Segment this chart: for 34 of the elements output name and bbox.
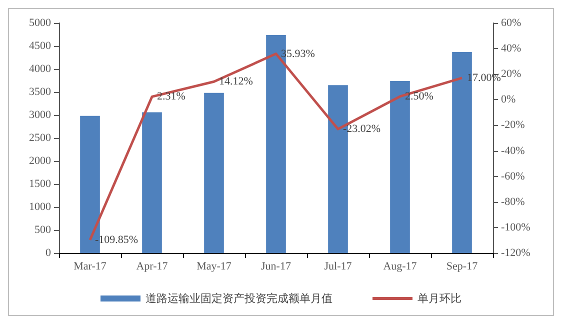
legend-label: 单月环比	[418, 292, 462, 305]
data-label: 14.12%	[219, 76, 253, 88]
y-tick-label: 2000	[29, 155, 52, 167]
x-tick-label: Apr-17	[136, 260, 168, 272]
y2-tick-label: -20%	[501, 119, 525, 132]
y2-tick-label: -80%	[501, 196, 525, 208]
y-tick-label: 5000	[29, 17, 52, 29]
y-tick-label: 500	[34, 224, 52, 236]
legend-label: 道路运输业固定资产投资完成额单月值	[146, 292, 332, 305]
x-tick-label: May-17	[196, 260, 232, 272]
y2-tick-label: -120%	[501, 247, 530, 259]
bar	[142, 112, 162, 253]
y2-tick-label: -60%	[501, 170, 525, 182]
y-tick-label: 4500	[29, 40, 52, 52]
y-tick-label: 1500	[29, 178, 52, 190]
x-tick-label: Sep-17	[446, 260, 478, 272]
y-tick-label: 3000	[29, 109, 52, 121]
x-tick-label: Aug-17	[383, 260, 418, 272]
bar	[204, 92, 224, 253]
y-tick-label: 4000	[29, 63, 52, 75]
x-tick-label: Mar-17	[74, 260, 107, 272]
data-label: 2.31%	[157, 90, 186, 103]
y2-tick-label: -40%	[501, 144, 525, 157]
y2-tick-label: 60%	[501, 17, 522, 29]
y-tick-label: 1000	[29, 201, 52, 213]
x-tick-label: Jun-17	[261, 260, 292, 272]
y-tick-label: 0	[46, 247, 52, 259]
y-tick-label: 3500	[29, 86, 52, 98]
y2-tick-label: 20%	[501, 68, 522, 80]
x-tick-label: Jul-17	[324, 260, 352, 272]
y2-tick-label: 0%	[501, 94, 516, 106]
y2-tick-label: -100%	[501, 221, 530, 234]
y-tick-label: 2500	[29, 132, 52, 144]
y2-tick-label: 40%	[501, 42, 522, 55]
